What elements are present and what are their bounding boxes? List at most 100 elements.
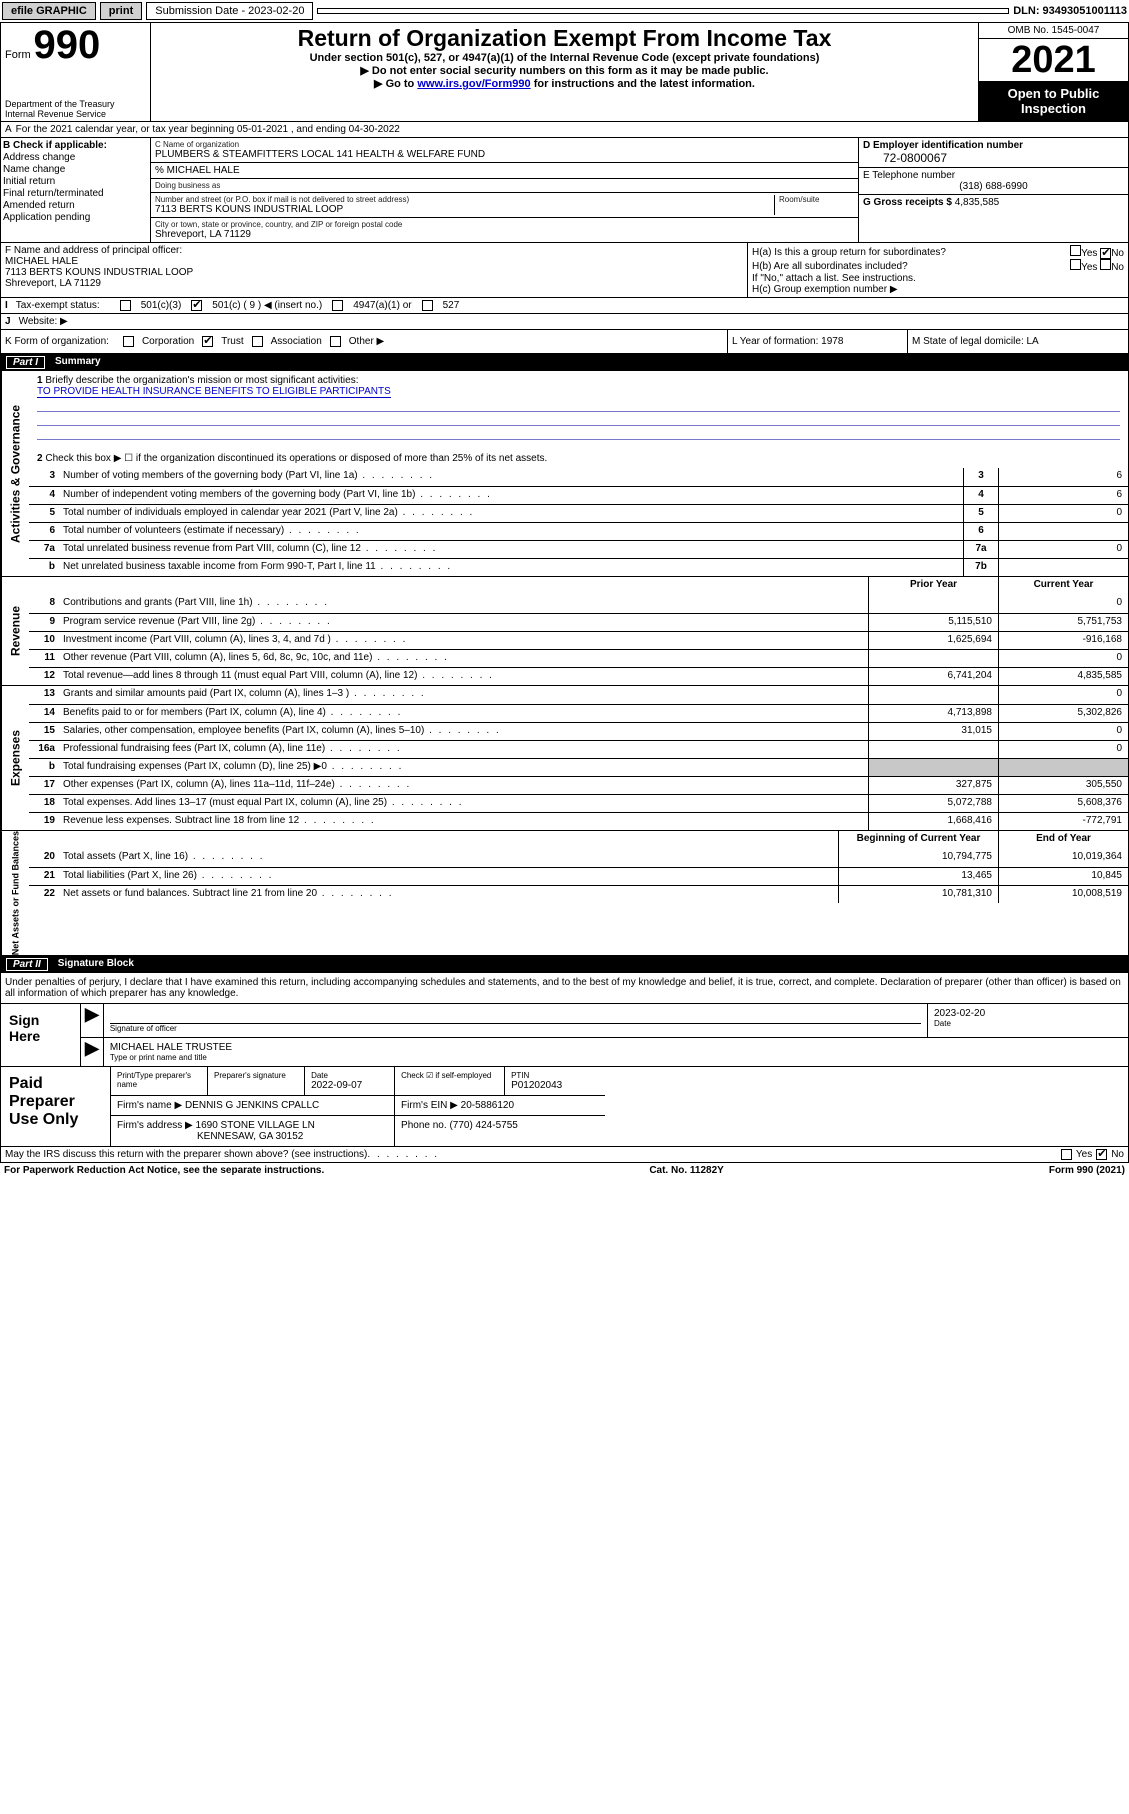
data-row: 20Total assets (Part X, line 16)10,794,7… — [29, 849, 1128, 867]
checkbox-checked-icon[interactable] — [202, 336, 213, 347]
expenses-section: Expenses 13Grants and similar amounts pa… — [0, 686, 1129, 831]
arrow-icon: ▶ — [81, 1038, 104, 1066]
k-option: Association — [271, 336, 322, 347]
signature-line[interactable] — [110, 1008, 921, 1024]
firm-addr-label: Firm's address ▶ — [117, 1120, 193, 1131]
form-990-number: 990 — [33, 23, 100, 67]
501c3-opt: 501(c)(3) — [141, 300, 182, 311]
tax-year: 2021 — [979, 39, 1128, 82]
blank-line — [37, 400, 1120, 412]
ptin-label: PTIN — [511, 1071, 599, 1080]
data-row: 12Total revenue—add lines 8 through 11 (… — [29, 667, 1128, 685]
data-row: bTotal fundraising expenses (Part IX, co… — [29, 758, 1128, 776]
subtitle-2: Do not enter social security numbers on … — [157, 64, 972, 77]
may-discuss-row: May the IRS discuss this return with the… — [1, 1146, 1128, 1162]
checkbox-icon[interactable] — [1070, 245, 1081, 256]
checkbox-icon[interactable] — [252, 336, 263, 347]
current-year-header: Current Year — [998, 577, 1128, 595]
check-option[interactable]: Address change — [3, 152, 148, 163]
may-discuss-text: May the IRS discuss this return with the… — [5, 1149, 367, 1160]
sub3-post: for instructions and the latest informat… — [531, 78, 755, 90]
domicile-label: M State of legal domicile: — [912, 336, 1024, 347]
submission-date: Submission Date - 2023-02-20 — [146, 2, 313, 20]
checkbox-icon[interactable] — [123, 336, 134, 347]
checkbox-icon[interactable] — [1070, 259, 1081, 270]
check-option[interactable]: Final return/terminated — [3, 188, 148, 199]
part-ii-label: Part II — [6, 958, 48, 971]
check-option[interactable]: Name change — [3, 164, 148, 175]
checkbox-icon[interactable] — [1061, 1149, 1072, 1160]
checkbox-icon[interactable] — [330, 336, 341, 347]
subtitle-3: Go to www.irs.gov/Form990 for instructio… — [157, 77, 972, 90]
tel-label: E Telephone number — [863, 170, 1124, 181]
arrow-icon: ▶ — [81, 1004, 104, 1037]
care-of: % MICHAEL HALE — [155, 165, 240, 176]
phone-label: Phone no. — [401, 1120, 447, 1131]
checkbox-icon[interactable] — [422, 300, 433, 311]
sig-name-value: MICHAEL HALE TRUSTEE — [110, 1042, 1122, 1053]
hc-label: H(c) Group exemption number ▶ — [752, 284, 1124, 295]
end-year-header: End of Year — [998, 831, 1128, 849]
side-tab-expenses: Expenses — [1, 686, 29, 830]
checkbox-icon[interactable] — [332, 300, 343, 311]
sig-date-label: Date — [934, 1019, 1122, 1028]
gross-value: 4,835,585 — [955, 197, 1000, 208]
footer-row: For Paperwork Reduction Act Notice, see … — [0, 1163, 1129, 1178]
data-row: 18Total expenses. Add lines 13–17 (must … — [29, 794, 1128, 812]
summary-row: 6Total number of volunteers (estimate if… — [29, 522, 1128, 540]
check-option[interactable]: Amended return — [3, 200, 148, 211]
check-option[interactable]: Application pending — [3, 212, 148, 223]
q1-block: 1 Briefly describe the organization's mi… — [29, 371, 1128, 468]
year-formation-label: L Year of formation: — [732, 336, 818, 347]
officer-addr1: 7113 BERTS KOUNS INDUSTRIAL LOOP — [5, 267, 743, 278]
sig-type-label: Type or print name and title — [110, 1053, 1122, 1062]
gross-label: G Gross receipts $ — [863, 197, 952, 208]
dots — [367, 1149, 439, 1160]
data-row: 16aProfessional fundraising fees (Part I… — [29, 740, 1128, 758]
data-row: 9Program service revenue (Part VIII, lin… — [29, 613, 1128, 631]
col-h: H(a) Is this a group return for subordin… — [748, 243, 1128, 297]
firm-ein-label: Firm's EIN ▶ — [401, 1100, 458, 1111]
checkbox-icon[interactable] — [1100, 259, 1111, 270]
501c-opt: 501(c) ( 9 ) ◀ (insert no.) — [212, 300, 322, 311]
room-label: Room/suite — [779, 195, 854, 204]
checkbox-checked-icon[interactable] — [1096, 1149, 1107, 1160]
form-number-box: Form 990 Department of the Treasury Inte… — [1, 23, 151, 121]
k-option: Trust — [221, 336, 243, 347]
blank-line — [37, 428, 1120, 440]
section-fh: F Name and address of principal officer:… — [0, 243, 1129, 298]
checkbox-checked-icon[interactable] — [191, 300, 202, 311]
check-option[interactable]: Initial return — [3, 176, 148, 187]
j-label: Website: ▶ — [19, 316, 68, 327]
city-label: City or town, state or province, country… — [155, 220, 854, 229]
checkbox-checked-icon[interactable] — [1100, 248, 1111, 259]
blank-line — [37, 414, 1120, 426]
checkbox-icon[interactable] — [120, 300, 131, 311]
efile-button[interactable]: efile GRAPHIC — [2, 2, 96, 20]
subtitle-1: Under section 501(c), 527, or 4947(a)(1)… — [157, 52, 972, 64]
org-name: PLUMBERS & STEAMFITTERS LOCAL 141 HEALTH… — [155, 149, 854, 160]
firm-ein: 20-5886120 — [461, 1100, 514, 1111]
beg-year-header: Beginning of Current Year — [838, 831, 998, 849]
irs-link[interactable]: www.irs.gov/Form990 — [417, 78, 530, 90]
firm-name: DENNIS G JENKINS CPALLC — [185, 1100, 319, 1111]
form-header: Form 990 Department of the Treasury Inte… — [0, 22, 1129, 122]
firm-name-label: Firm's name ▶ — [117, 1100, 182, 1111]
hb-note: If "No," attach a list. See instructions… — [752, 273, 1124, 284]
part-i-label: Part I — [6, 356, 45, 369]
print-button[interactable]: print — [100, 2, 142, 20]
form-word: Form — [5, 49, 31, 61]
line-a: A For the 2021 calendar year, or tax yea… — [0, 122, 1129, 138]
q2-text: Check this box ▶ ☐ if the organization d… — [45, 453, 547, 464]
data-row: 11Other revenue (Part VIII, column (A), … — [29, 649, 1128, 667]
col-b-header: B Check if applicable: — [3, 140, 148, 151]
revenue-section: Revenue Prior Year Current Year 8Contrib… — [0, 577, 1129, 686]
self-emp-label: Check ☑ if self-employed — [401, 1071, 498, 1080]
right-header-box: OMB No. 1545-0047 2021 Open to Public In… — [978, 23, 1128, 121]
year-formation: 1978 — [821, 336, 843, 347]
two-col-header: Prior Year Current Year — [29, 577, 1128, 595]
city-value: Shreveport, LA 71129 — [155, 229, 854, 240]
k-label: K Form of organization: — [5, 336, 109, 347]
dept-label: Department of the Treasury Internal Reve… — [5, 99, 146, 119]
declaration-text: Under penalties of perjury, I declare th… — [1, 973, 1128, 1003]
